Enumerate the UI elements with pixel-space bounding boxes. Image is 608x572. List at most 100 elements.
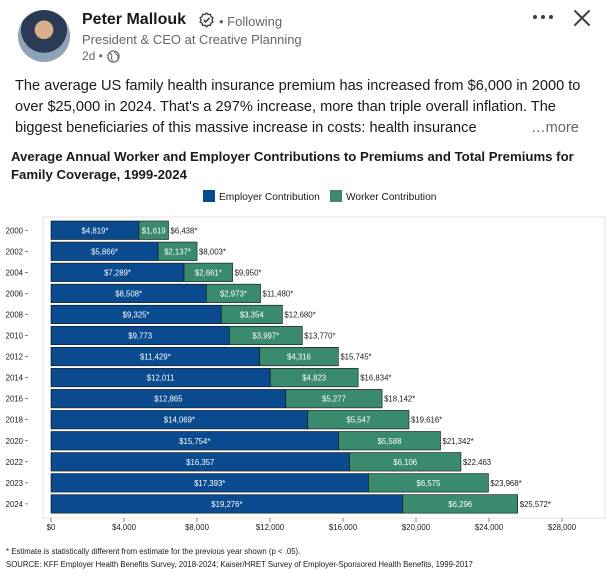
legend-swatch-1 xyxy=(203,190,215,202)
x-tick-label-5: $20,000 xyxy=(402,523,431,532)
author-name[interactable]: Peter Mallouk xyxy=(82,11,187,28)
label-worker-2006: $2,973* xyxy=(220,289,247,298)
chart-source: SOURCE: KFF Employer Health Benefits Sur… xyxy=(6,560,473,569)
bar-worker-2023 xyxy=(368,473,489,493)
label-worker-2008: $3,354 xyxy=(240,310,265,319)
label-total-2020: $21,342* xyxy=(442,437,473,446)
label-employer-2022: $16,357 xyxy=(186,458,214,467)
y-tick-label-2010: 2010 xyxy=(6,332,24,341)
label-total-2006: $11,480* xyxy=(263,289,294,298)
y-tick-label-2018: 2018 xyxy=(6,416,23,425)
y-tick-label-2000: 2000 xyxy=(6,226,24,235)
label-total-2002: $8,003* xyxy=(199,247,226,256)
label-total-2023: $23,968* xyxy=(490,479,521,488)
chart-image[interactable]: Average Annual Worker and Employer Contr… xyxy=(0,142,608,572)
bar-worker-2002 xyxy=(157,241,198,261)
label-total-2012: $15,745* xyxy=(340,353,371,362)
y-tick-label-2012: 2012 xyxy=(6,353,23,362)
label-employer-2002: $5,866* xyxy=(91,247,118,256)
label-worker-2014: $4,823 xyxy=(302,374,326,383)
x-tick-label-1: $4,000 xyxy=(112,523,137,532)
label-employer-2018: $14,069* xyxy=(164,416,195,425)
label-worker-2016: $5,277 xyxy=(322,395,346,404)
y-tick-label-2016: 2016 xyxy=(6,395,23,404)
x-tick-label-4: $16,000 xyxy=(329,523,358,532)
y-tick-label-2004: 2004 xyxy=(6,268,24,277)
post-timestamp: 2d • xyxy=(82,49,103,63)
label-employer-2020: $15,754* xyxy=(179,437,210,446)
label-worker-2022: $6,106 xyxy=(393,458,417,467)
label-worker-2024: $6,296 xyxy=(448,500,472,509)
chart-footnote: * Estimate is statistically different fr… xyxy=(6,547,300,556)
more-horizontal-icon xyxy=(533,15,553,19)
bar-worker-2020 xyxy=(338,431,441,451)
legend-label-1: Employer Contribution xyxy=(219,192,320,203)
bar-worker-2016 xyxy=(285,389,383,409)
y-tick-label-2014: 2014 xyxy=(6,374,24,383)
x-tick-label-2: $8,000 xyxy=(185,523,210,532)
label-worker-2004: $2,661* xyxy=(195,268,222,277)
label-employer-2004: $7,289* xyxy=(104,268,131,277)
y-tick-label-2006: 2006 xyxy=(6,289,23,298)
label-employer-2008: $9,325* xyxy=(123,310,150,319)
label-employer-2024: $19,276* xyxy=(211,500,242,509)
more-options-button[interactable] xyxy=(530,8,556,30)
label-employer-2006: $8,508* xyxy=(115,289,142,298)
label-employer-2010: $9,773 xyxy=(128,332,152,341)
label-total-2014: $16,834* xyxy=(360,374,391,383)
label-total-2008: $12,680* xyxy=(284,310,315,319)
plot-area: $4,819* $1,619 $6,438* $5,866* $2,137* $8,003… xyxy=(50,220,551,514)
label-worker-2018: $5,547 xyxy=(346,416,370,425)
bar-worker-2018 xyxy=(307,410,410,430)
author-headline: President & CEO at Creative Planning xyxy=(82,32,302,47)
y-tick-label-2002: 2002 xyxy=(6,247,23,256)
label-total-2022: $22,463 xyxy=(463,458,491,467)
y-tick-label-2008: 2008 xyxy=(6,310,23,319)
follow-status[interactable]: • Following xyxy=(219,14,283,29)
x-tick-label-7: $28,000 xyxy=(548,523,577,532)
bar-worker-2012 xyxy=(259,347,339,367)
label-employer-2012: $11,429* xyxy=(140,353,171,362)
label-total-2024: $25,572* xyxy=(520,500,551,509)
verified-badge-icon xyxy=(199,12,214,28)
chart-title-line-2: Family Coverage, 1999-2024 xyxy=(11,167,188,182)
chart-title: Average Annual Worker and Employer Contr… xyxy=(11,149,574,164)
label-worker-2012: $4,316 xyxy=(287,353,311,362)
bar-worker-2008 xyxy=(220,304,283,324)
y-tick-label-2022: 2022 xyxy=(6,458,23,467)
close-icon[interactable] xyxy=(570,6,594,30)
bar-worker-2004 xyxy=(183,262,233,282)
x-tick-label-0: $0 xyxy=(47,523,56,532)
legend-swatch-2 xyxy=(330,190,342,202)
globe-icon xyxy=(107,49,120,63)
see-more-link[interactable]: …more xyxy=(527,118,579,139)
x-tick-label-6: $24,000 xyxy=(475,523,504,532)
legend-label-2: Worker Contribution xyxy=(346,192,436,203)
bar-worker-2014 xyxy=(269,368,359,388)
post-header: Peter Mallouk • Following President & CE… xyxy=(0,0,608,72)
post-text: The average US family health insurance p… xyxy=(15,78,581,136)
label-employer-2000: $4,819* xyxy=(82,226,109,235)
label-total-2000: $6,438* xyxy=(170,226,197,235)
plot-border xyxy=(42,216,606,519)
y-tick-label-2020: 2020 xyxy=(6,437,24,446)
chart-legend: Employer Contribution Worker Contribution xyxy=(203,190,436,203)
label-worker-2010: $3,997* xyxy=(252,332,279,341)
bar-worker-2010 xyxy=(229,325,303,346)
label-worker-2023: $6,575 xyxy=(416,479,441,488)
bar-worker-2022 xyxy=(349,452,462,472)
y-tick-label-2023: 2023 xyxy=(6,479,23,488)
label-employer-2016: $12,865 xyxy=(154,395,183,404)
label-employer-2014: $12,011 xyxy=(147,374,175,383)
label-total-2018: $19,616* xyxy=(411,416,442,425)
x-tick-label-3: $12,000 xyxy=(256,523,285,532)
avatar[interactable] xyxy=(18,10,70,62)
bar-worker-2024 xyxy=(402,494,518,514)
label-total-2016: $18,142* xyxy=(384,395,415,404)
bar-worker-2006 xyxy=(205,283,261,303)
label-total-2004: $9,950* xyxy=(235,268,262,277)
label-worker-2000: $1,619 xyxy=(142,226,166,235)
label-worker-2020: $5,588 xyxy=(378,437,402,446)
bar-worker-2000 xyxy=(138,220,169,240)
post-meta: 2d • xyxy=(82,49,120,63)
